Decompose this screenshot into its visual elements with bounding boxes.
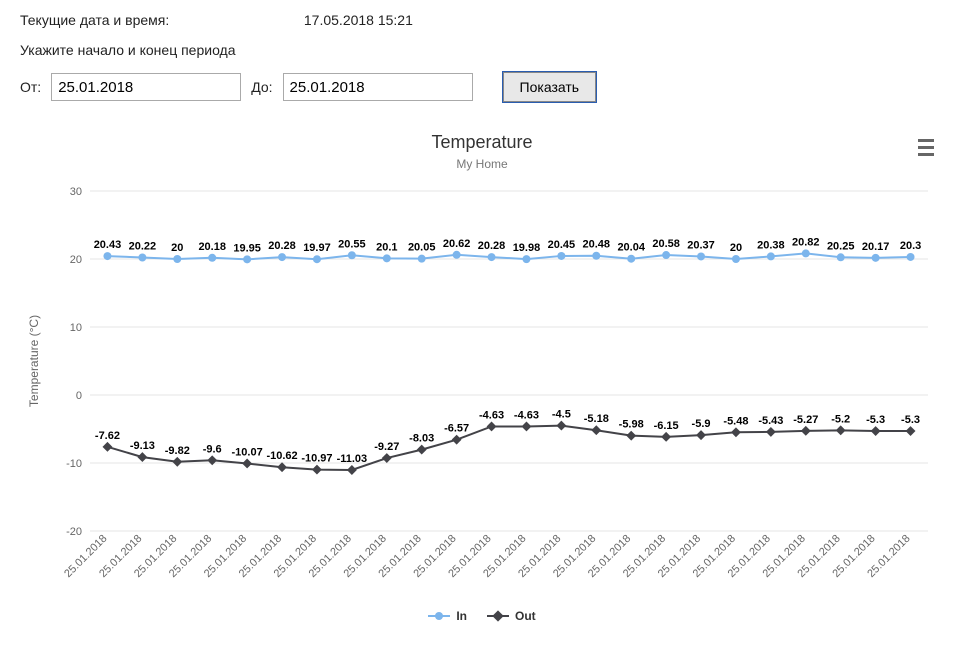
svg-text:-7.62: -7.62	[95, 430, 120, 442]
chart-menu-icon[interactable]	[914, 136, 938, 158]
legend-item-out[interactable]: Out	[487, 609, 536, 623]
chart-title: Temperature	[20, 132, 944, 153]
svg-text:-5.2: -5.2	[831, 413, 850, 425]
svg-text:20.55: 20.55	[338, 238, 366, 250]
svg-text:19.98: 19.98	[513, 242, 541, 254]
svg-text:20.48: 20.48	[583, 239, 611, 251]
svg-text:20.25: 20.25	[827, 240, 855, 252]
svg-text:20.18: 20.18	[198, 241, 226, 253]
current-datetime-label: Текущие дата и время:	[20, 12, 300, 28]
svg-text:19.97: 19.97	[303, 242, 331, 254]
svg-text:20.1: 20.1	[376, 241, 397, 253]
svg-text:Temperature (°C): Temperature (°C)	[27, 315, 41, 407]
to-label: До:	[251, 79, 272, 95]
svg-text:-5.98: -5.98	[619, 419, 644, 431]
svg-text:-5.48: -5.48	[723, 415, 748, 427]
to-date-input[interactable]	[283, 73, 473, 101]
svg-text:-5.43: -5.43	[758, 415, 783, 427]
svg-text:20.82: 20.82	[792, 236, 820, 248]
legend-label-in: In	[456, 609, 467, 623]
svg-text:-9.6: -9.6	[203, 443, 222, 455]
svg-text:20.37: 20.37	[687, 239, 715, 251]
svg-text:-8.03: -8.03	[409, 433, 434, 445]
svg-text:-4.5: -4.5	[552, 409, 571, 421]
svg-text:-9.82: -9.82	[165, 445, 190, 457]
svg-text:30: 30	[70, 186, 82, 198]
svg-text:-5.27: -5.27	[793, 414, 818, 426]
svg-text:20: 20	[70, 254, 82, 266]
current-datetime-value: 17.05.2018 15:21	[304, 12, 413, 28]
date-range-form: От: До: Показать	[20, 72, 944, 102]
svg-text:20.17: 20.17	[862, 241, 890, 253]
svg-text:-20: -20	[66, 526, 82, 538]
svg-text:20.62: 20.62	[443, 238, 471, 250]
svg-text:-4.63: -4.63	[514, 409, 539, 421]
chart-container: Temperature My Home -20 -10 0 10 20 30 Tempera…	[20, 132, 944, 623]
svg-text:-5.9: -5.9	[692, 418, 711, 430]
legend-label-out: Out	[515, 609, 536, 623]
svg-text:-5.18: -5.18	[584, 413, 609, 425]
svg-text:-9.13: -9.13	[130, 440, 155, 452]
svg-text:-5.3: -5.3	[901, 414, 920, 426]
show-button[interactable]: Показать	[503, 72, 597, 102]
svg-text:0: 0	[76, 390, 82, 402]
svg-text:-11.03: -11.03	[337, 453, 368, 465]
chart-subtitle: My Home	[20, 157, 944, 171]
from-date-input[interactable]	[51, 73, 241, 101]
svg-text:20.3: 20.3	[900, 240, 921, 252]
svg-text:-5.3: -5.3	[866, 414, 885, 426]
legend-item-in[interactable]: In	[428, 609, 467, 623]
svg-text:10: 10	[70, 322, 82, 334]
period-instruction: Укажите начало и конец периода	[20, 42, 944, 58]
svg-text:20: 20	[171, 242, 183, 254]
svg-text:19.95: 19.95	[233, 242, 261, 254]
svg-text:20.58: 20.58	[652, 238, 680, 250]
svg-text:-6.15: -6.15	[654, 420, 679, 432]
svg-text:20.43: 20.43	[94, 239, 122, 251]
svg-text:-10: -10	[66, 458, 82, 470]
from-label: От:	[20, 79, 41, 95]
svg-text:-10.62: -10.62	[266, 450, 297, 462]
svg-text:20.04: 20.04	[617, 242, 645, 254]
svg-text:20.22: 20.22	[129, 241, 157, 253]
svg-text:20: 20	[730, 242, 742, 254]
svg-text:-6.57: -6.57	[444, 423, 469, 435]
svg-text:20.28: 20.28	[478, 240, 506, 252]
svg-text:20.38: 20.38	[757, 239, 785, 251]
chart-legend: In Out	[20, 609, 944, 623]
svg-text:20.45: 20.45	[548, 239, 576, 251]
svg-text:-4.63: -4.63	[479, 409, 504, 421]
temperature-chart: -20-100102030Temperature (°C)25.01.20182…	[20, 181, 944, 601]
svg-text:20.28: 20.28	[268, 240, 296, 252]
svg-text:-10.07: -10.07	[232, 446, 263, 458]
svg-text:-9.27: -9.27	[374, 441, 399, 453]
svg-text:20.05: 20.05	[408, 242, 436, 254]
svg-text:-10.97: -10.97	[301, 453, 332, 465]
